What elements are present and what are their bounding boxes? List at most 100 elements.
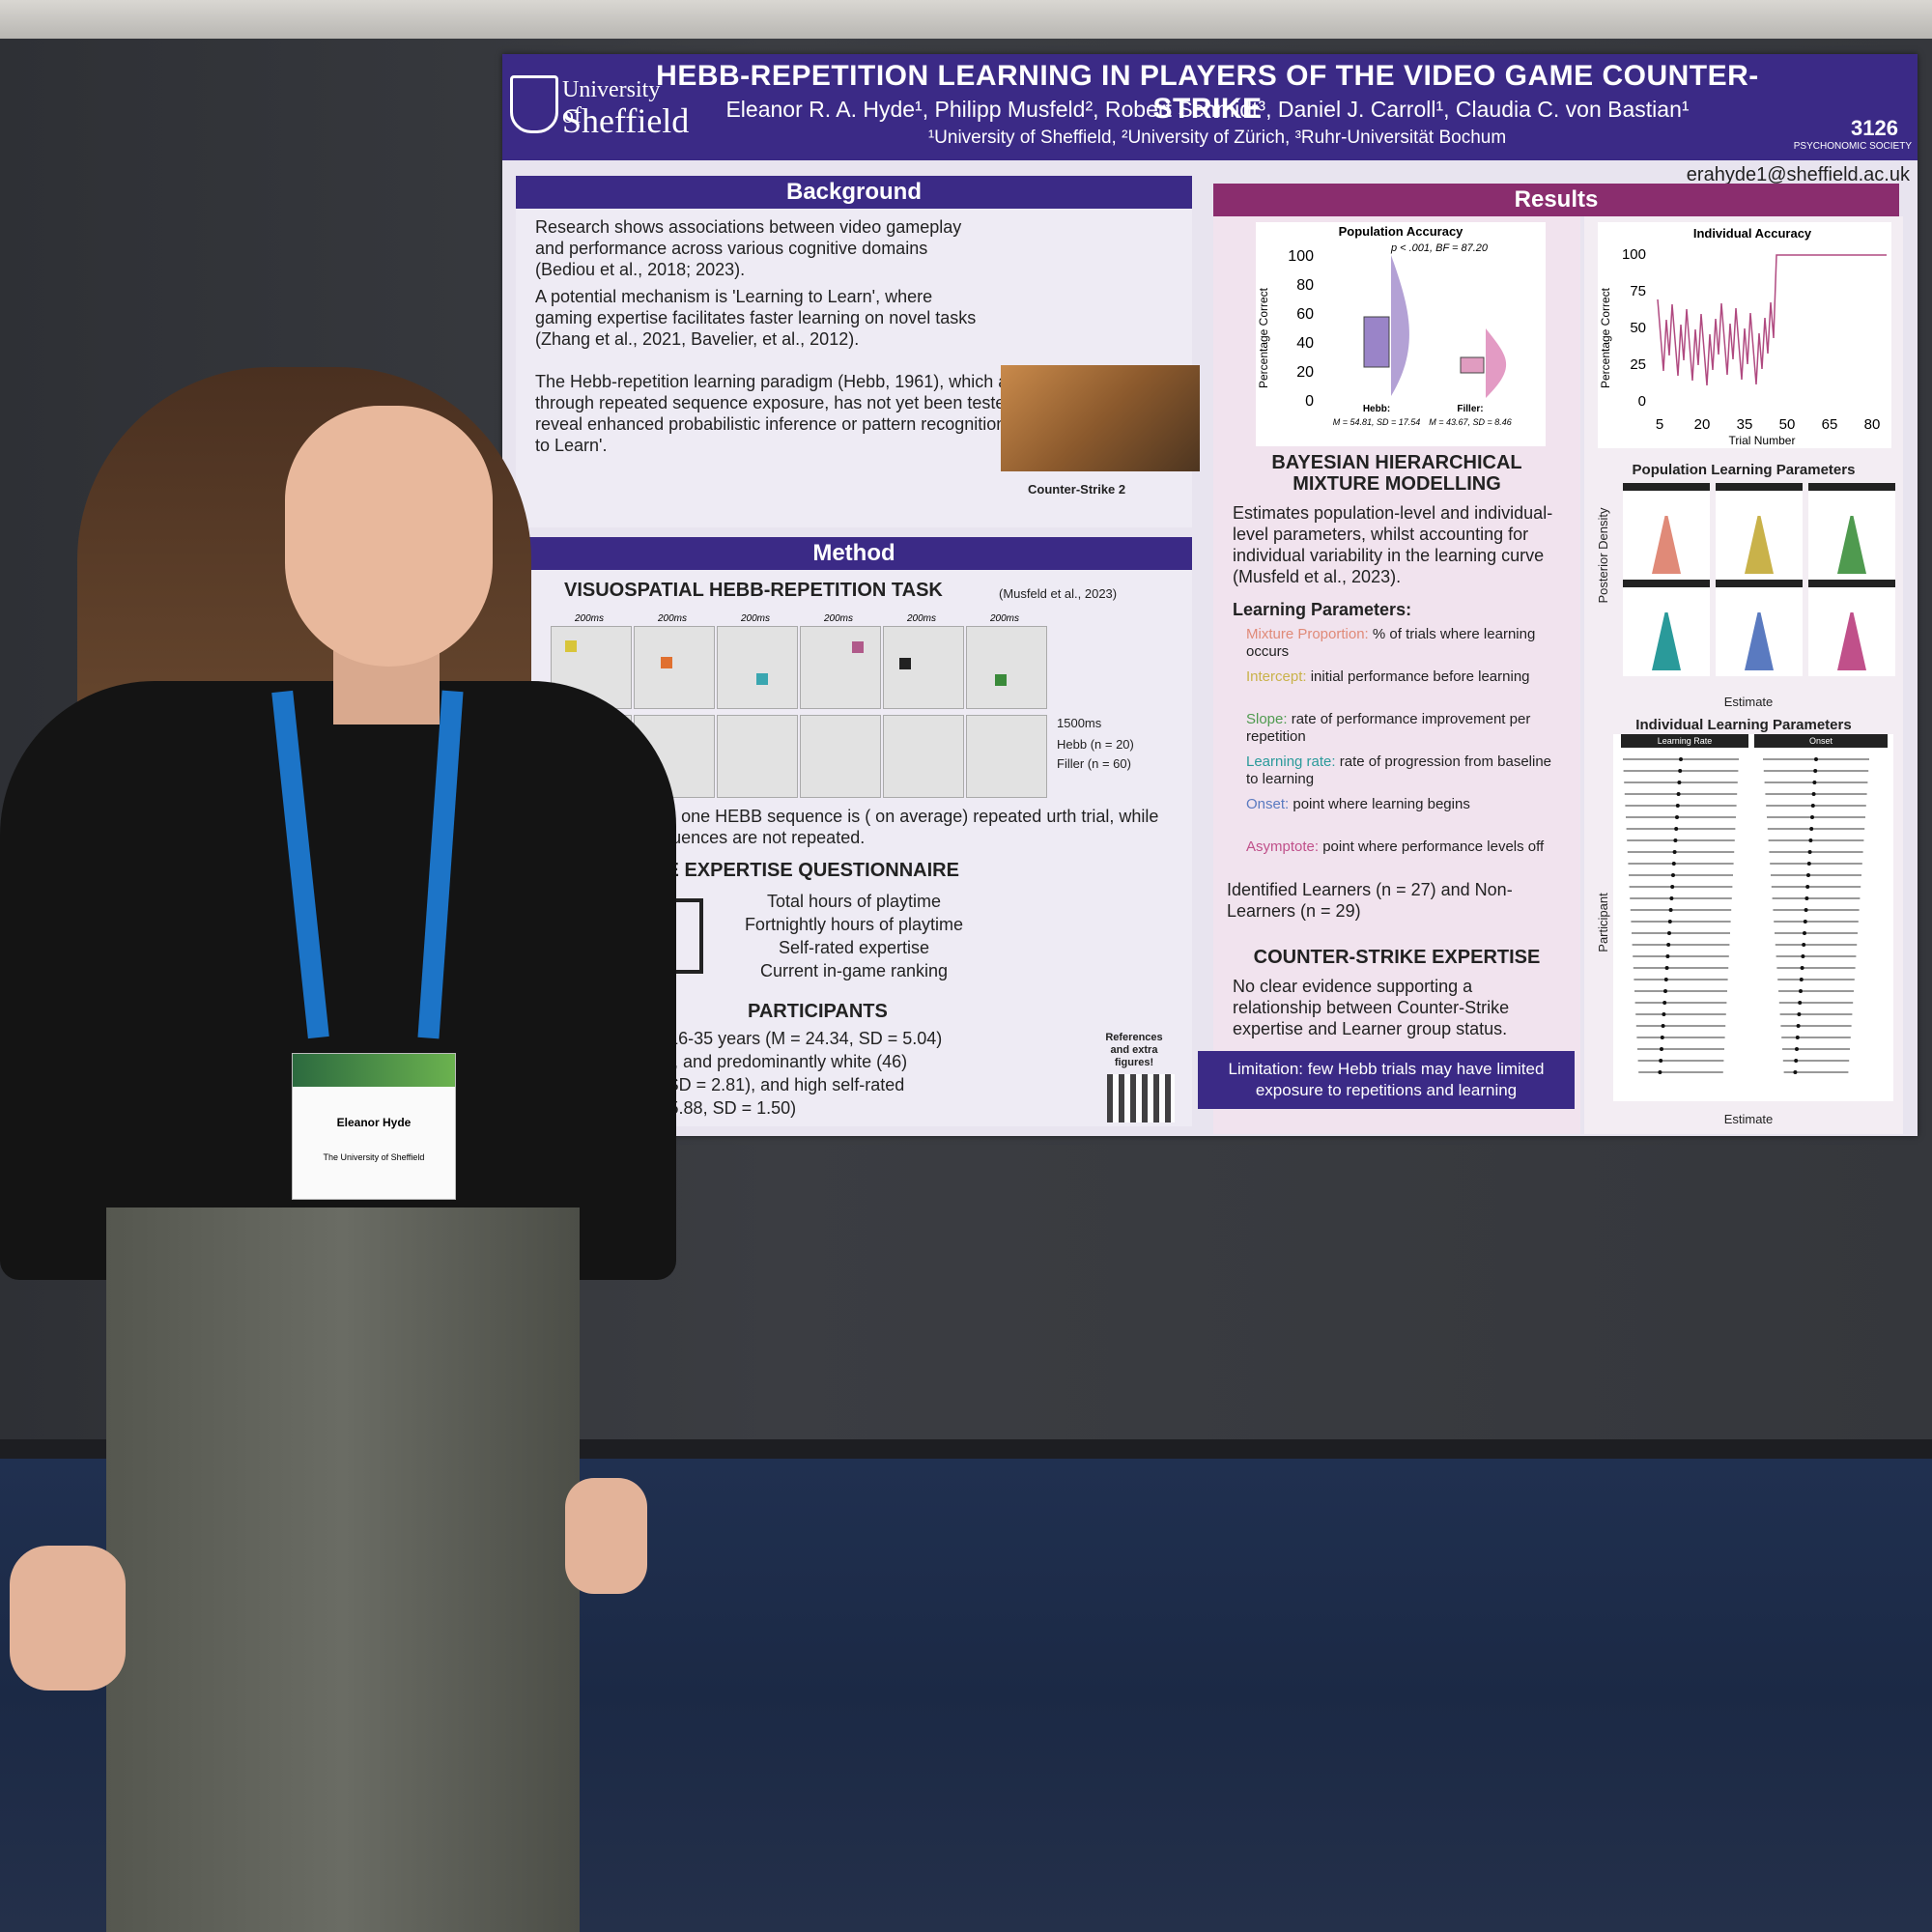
point-estimate [1659,1059,1663,1063]
forest-plot [1623,757,1869,1074]
qr-code[interactable] [1107,1074,1175,1122]
target-square [661,657,672,668]
point-estimate [1663,978,1668,981]
point-estimate [1799,978,1804,981]
point-estimate [1661,1024,1665,1028]
hebb-count: Hebb (n = 20) [1057,737,1134,752]
ind-params-title: Individual Learning Parameters [1635,717,1852,733]
param-desc: point where learning begins [1293,796,1470,812]
learners-summary: Identified Learners (n = 27) and Non-Lea… [1227,880,1513,921]
ind-params-xlabel: Estimate [1723,1112,1774,1126]
point-estimate [1803,920,1807,923]
poster-title: HEBB-REPETITION LEARNING IN PLAYERS OF T… [656,60,1759,125]
questionnaire-item: Fortnightly hours of playtime [744,915,964,934]
param-desc: % of trials where learning occurs [1246,626,1536,660]
filler-trial-frame [717,715,798,798]
y-tick-label: 25 [1630,356,1646,373]
panel-strip: Onset [1754,734,1888,748]
hebb-density [1391,255,1409,396]
hebb-trial-frame: 200ms [883,613,964,709]
game-screenshot [1001,365,1200,471]
point-estimate [1795,1047,1799,1051]
point-estimate [1663,989,1667,993]
param-item: Mixture Proportion: % of trials where le… [1246,626,1565,661]
university-logo: University of Sheffield [508,71,689,149]
y-tick-label: 40 [1296,335,1314,352]
results-right-panel: Individual Accuracy Percentage Correct T… [1584,216,1903,1134]
point-estimate [1810,804,1815,808]
param-item: Asymptote: point where performance level… [1246,838,1565,856]
target-square [565,640,577,652]
point-estimate [1807,850,1812,854]
density-peak [1745,612,1774,670]
timing-label: 200ms [741,613,771,624]
expertise-description: No clear evidence supporting a relations… [1233,977,1510,1038]
poster-header: University of Sheffield HEBB-REPETITION … [502,54,1918,160]
grey-trousers [106,1208,580,1932]
filler-trial-frame [883,715,964,798]
point-estimate [1662,1012,1666,1016]
point-estimate [1668,908,1673,912]
background-bullet-2: A potential mechanism is 'Learning to Le… [535,287,977,349]
logo-text-2: Sheffield [562,101,690,140]
param-name: Mixture Proportion: [1246,626,1373,642]
filler-trial-frame [800,715,881,798]
point-estimate [1802,943,1806,947]
point-estimate [1664,966,1669,970]
point-estimate [1801,954,1805,958]
y-tick-label: 20 [1296,364,1314,381]
point-estimate [1806,862,1811,866]
point-estimate [1673,838,1678,842]
param-name: Onset: [1246,796,1293,812]
point-estimate [1805,885,1810,889]
point-estimate [1812,781,1817,784]
badge-name: Eleanor Hyde [336,1116,412,1129]
image-caption: Counter-Strike 2 [1028,482,1126,497]
point-estimate [1796,1024,1801,1028]
hebb-trial-frame: 200ms [800,613,881,709]
point-estimate [1798,1001,1803,1005]
pop-acc-ylabel: Percentage Correct [1257,287,1270,388]
name-badge: Eleanor Hyde The University of Sheffield [292,1053,456,1200]
x-tick-label: 80 [1864,416,1881,433]
point-estimate [1799,989,1803,993]
posterior-density-panel [1623,580,1710,676]
density-peak [1745,516,1774,574]
point-estimate [1800,966,1804,970]
results-left-panel: Population Accuracy p < .001, BF = 87.20… [1213,216,1580,1134]
target-square [852,641,864,653]
research-poster: University of Sheffield HEBB-REPETITION … [502,54,1918,1136]
y-tick-label: 80 [1296,277,1314,294]
point-estimate [1658,1070,1662,1074]
point-estimate [1813,769,1818,773]
results-heading: Results [1213,184,1899,216]
timing-label: 200ms [990,613,1020,624]
param-name: Slope: [1246,711,1292,727]
poster-number: 3126 [1851,116,1898,140]
society-logo: PSYCHONOMIC SOCIETY [1793,141,1912,152]
shield-icon [510,75,558,133]
point-estimate [1676,792,1681,796]
right-hand [565,1478,647,1594]
hebb-trial-frame: 200ms [634,613,715,709]
pop-acc-stat: p < .001, BF = 87.20 [1390,242,1489,254]
x-tick-label: 35 [1737,416,1753,433]
point-estimate [1665,954,1670,958]
filler-label: Filler: [1457,404,1483,414]
params-title: Learning Parameters: [1233,600,1412,619]
point-estimate [1795,1036,1800,1039]
point-estimate [1814,757,1818,761]
point-estimate [1806,873,1810,877]
smiling-face [285,406,493,667]
contact-email: erahyde1@sheffield.ac.uk [1686,164,1910,185]
individual-accuracy-line [1657,254,1887,386]
ind-params-ylabel: Participant [1596,893,1610,952]
param-desc: initial performance before learning [1310,668,1530,685]
ceiling [0,0,1932,39]
posterior-density-panel [1808,580,1895,676]
point-estimate [1674,827,1679,831]
population-accuracy-chart: Population Accuracy p < .001, BF = 87.20… [1256,222,1546,446]
point-estimate [1660,1047,1663,1051]
point-estimate [1804,896,1809,900]
